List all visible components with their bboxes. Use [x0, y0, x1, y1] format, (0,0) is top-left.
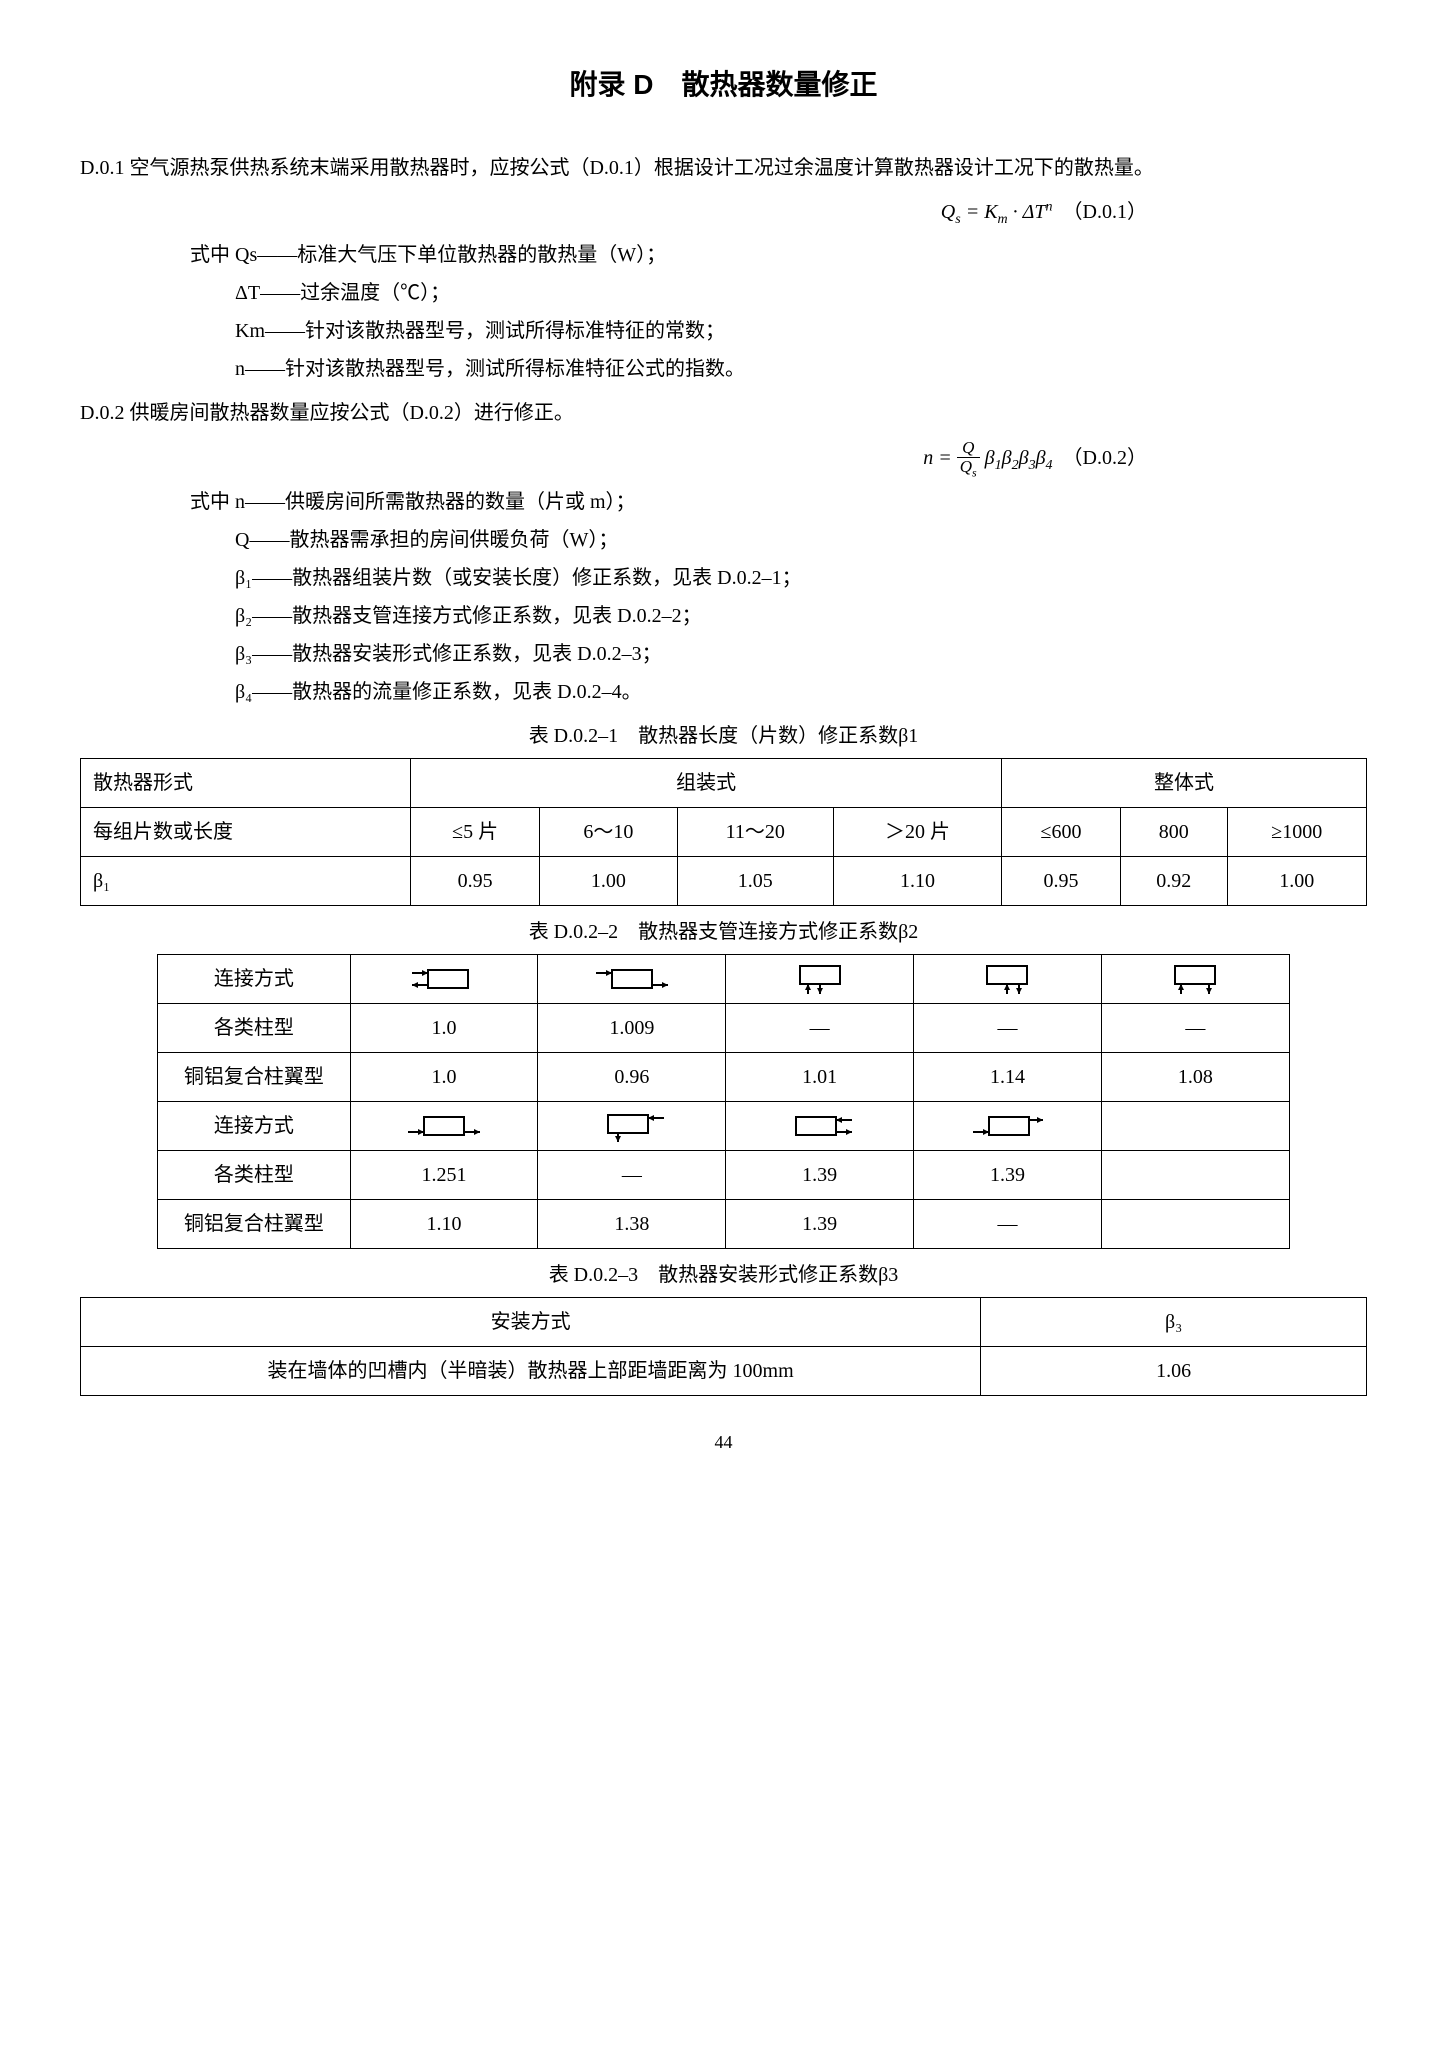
- t2-r2c2: 1.0: [350, 1003, 538, 1052]
- d02-def-b4: β₄——散热器的流量修正系数，见表 D.0.2–4。: [80, 674, 1367, 710]
- t2-r3c3: 0.96: [538, 1052, 726, 1101]
- t1-r1c2: 组装式: [411, 758, 1002, 807]
- t1-r2c4: 11～20: [677, 807, 833, 856]
- t2-r1c1: 连接方式: [158, 954, 350, 1003]
- t2-r6c3: 1.38: [538, 1199, 726, 1248]
- t1-r2c5: ＞20 片: [833, 807, 1001, 856]
- d02-def-b1: β₁——散热器组装片数（或安装长度）修正系数，见表 D.0.2–1；: [80, 560, 1367, 596]
- t2-r2c3: 1.009: [538, 1003, 726, 1052]
- t2-r2c1: 各类柱型: [158, 1003, 350, 1052]
- t1-r2c3: 6～10: [540, 807, 677, 856]
- d02-def-n: 式中 n——供暖房间所需散热器的数量（片或 m）；: [80, 484, 1367, 520]
- t1-r3c2: 0.95: [411, 856, 540, 905]
- t2-r6c5: —: [914, 1199, 1102, 1248]
- table3-caption: 表 D.0.2–3 散热器安装形式修正系数β3: [80, 1257, 1367, 1293]
- t2-r3c2: 1.0: [350, 1052, 538, 1101]
- t2-conn-icon-4: [914, 954, 1102, 1003]
- t2-conn-icon-1: [350, 954, 538, 1003]
- d01-def-km: Km——针对该散热器型号，测试所得标准特征的常数；: [80, 313, 1367, 349]
- t1-r3c5: 1.10: [833, 856, 1001, 905]
- t2-r5c4: 1.39: [726, 1150, 914, 1199]
- t2-r3c4: 1.01: [726, 1052, 914, 1101]
- t2-r2c6: —: [1101, 1003, 1289, 1052]
- formula-d02: n = QQs β1β2β3β4（D.0.2）: [80, 439, 1367, 480]
- t1-r1c1: 散热器形式: [81, 758, 411, 807]
- t2-r6c6: [1101, 1199, 1289, 1248]
- t2-conn-icon-3: [726, 954, 914, 1003]
- t1-r3c7: 0.92: [1120, 856, 1227, 905]
- d02-def-b2: β₂——散热器支管连接方式修正系数，见表 D.0.2–2；: [80, 598, 1367, 634]
- t1-r3c8: 1.00: [1227, 856, 1366, 905]
- t1-r2c1: 每组片数或长度: [81, 807, 411, 856]
- formula-d01-label: （D.0.1）: [1063, 201, 1147, 223]
- t1-r3c1: β₁: [81, 856, 411, 905]
- t2-r5c2: 1.251: [350, 1150, 538, 1199]
- t2-conn-icon-5: [1101, 954, 1289, 1003]
- t2-r6c2: 1.10: [350, 1199, 538, 1248]
- formula-d02-label: （D.0.2）: [1063, 447, 1147, 469]
- formula-d01: Qs = Km · ΔTn（D.0.1）: [80, 194, 1367, 232]
- t2-r4c1: 连接方式: [158, 1101, 350, 1150]
- t2-r5c6: [1101, 1150, 1289, 1199]
- t3-h2: β₃: [981, 1297, 1367, 1346]
- t2-r3c1: 铜铝复合柱翼型: [158, 1052, 350, 1101]
- t2-r3c6: 1.08: [1101, 1052, 1289, 1101]
- d01-def-n: n——针对该散热器型号，测试所得标准特征公式的指数。: [80, 351, 1367, 387]
- table-d02-1: 散热器形式 组装式 整体式 每组片数或长度 ≤5 片 6～10 11～20 ＞2…: [80, 758, 1367, 906]
- t1-r2c2: ≤5 片: [411, 807, 540, 856]
- d01-def-dt: ΔT——过余温度（℃）；: [80, 275, 1367, 311]
- d01-intro: D.0.1 空气源热泵供热系统末端采用散热器时，应按公式（D.0.1）根据设计工…: [80, 150, 1367, 186]
- t2-r5c1: 各类柱型: [158, 1150, 350, 1199]
- t2-conn-icon-9: [914, 1101, 1102, 1150]
- table-d02-3: 安装方式 β₃ 装在墙体的凹槽内（半暗装）散热器上部距墙距离为 100mm 1.…: [80, 1297, 1367, 1396]
- t2-r6c4: 1.39: [726, 1199, 914, 1248]
- t3-r1c1: 装在墙体的凹槽内（半暗装）散热器上部距墙距离为 100mm: [81, 1346, 981, 1395]
- page-number: 44: [80, 1426, 1367, 1458]
- t1-r3c4: 1.05: [677, 856, 833, 905]
- t2-r2c5: —: [914, 1003, 1102, 1052]
- table2-caption: 表 D.0.2–2 散热器支管连接方式修正系数β2: [80, 914, 1367, 950]
- t2-r3c5: 1.14: [914, 1052, 1102, 1101]
- t2-conn-icon-2: [538, 954, 726, 1003]
- t2-conn-icon-10: [1101, 1101, 1289, 1150]
- t1-r2c6: ≤600: [1002, 807, 1121, 856]
- table-d02-2: 连接方式 各类柱型 1.0 1.009 — — — 铜铝复合柱翼型 1.0 0.…: [157, 954, 1290, 1249]
- t1-r2c8: ≥1000: [1227, 807, 1366, 856]
- t2-r5c3: —: [538, 1150, 726, 1199]
- d02-def-q: Q——散热器需承担的房间供暖负荷（W）；: [80, 522, 1367, 558]
- t3-r1c2: 1.06: [981, 1346, 1367, 1395]
- d02-intro: D.0.2 供暖房间散热器数量应按公式（D.0.2）进行修正。: [80, 395, 1367, 431]
- t1-r2c7: 800: [1120, 807, 1227, 856]
- d01-def-qs: 式中 Qs——标准大气压下单位散热器的散热量（W）；: [80, 237, 1367, 273]
- t2-r2c4: —: [726, 1003, 914, 1052]
- table1-caption: 表 D.0.2–1 散热器长度（片数）修正系数β1: [80, 718, 1367, 754]
- t1-r3c3: 1.00: [540, 856, 677, 905]
- appendix-title: 附录 D 散热器数量修正: [80, 60, 1367, 110]
- t1-r1c3: 整体式: [1002, 758, 1367, 807]
- t2-conn-icon-8: [726, 1101, 914, 1150]
- t2-conn-icon-6: [350, 1101, 538, 1150]
- t2-r6c1: 铜铝复合柱翼型: [158, 1199, 350, 1248]
- d02-def-b3: β₃——散热器安装形式修正系数，见表 D.0.2–3；: [80, 636, 1367, 672]
- t2-conn-icon-7: [538, 1101, 726, 1150]
- t1-r3c6: 0.95: [1002, 856, 1121, 905]
- t3-h1: 安装方式: [81, 1297, 981, 1346]
- t2-r5c5: 1.39: [914, 1150, 1102, 1199]
